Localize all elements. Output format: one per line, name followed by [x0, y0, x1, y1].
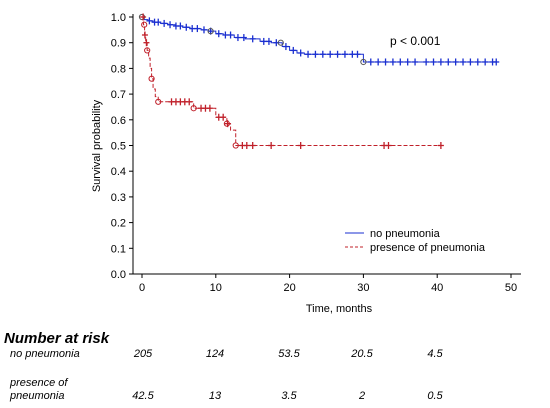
- chart-marks: [138, 13, 500, 149]
- y-axis-label: Survival probability: [91, 99, 103, 192]
- risk-cell: 13: [208, 390, 222, 402]
- event-marker: [223, 120, 230, 127]
- risk-row-label-line: pneumonia: [10, 390, 65, 402]
- chart-curves: [142, 16, 497, 146]
- risk-cell: 42.5: [132, 390, 154, 402]
- event-marker: [155, 98, 162, 105]
- event-marker: [148, 75, 155, 82]
- y-tick-label: 0.8: [111, 63, 126, 75]
- y-tick-label: 0.6: [111, 115, 126, 127]
- risk-cell: 53.5: [278, 348, 300, 360]
- event-marker: [232, 142, 239, 149]
- event-marker: [190, 105, 197, 112]
- y-tick-label: 0.9: [111, 38, 126, 50]
- y-tick-label: 0.0: [111, 269, 126, 281]
- event-marker: [207, 28, 214, 35]
- y-tick-label: 0.5: [111, 141, 126, 153]
- y-tick-label: 0.1: [111, 243, 126, 255]
- risk-cell: 124: [205, 348, 225, 360]
- legend-label-no-pneumonia: no pneumonia: [370, 228, 441, 240]
- risk-cell: 205: [133, 348, 153, 360]
- risk-cell: 0.5: [427, 390, 443, 402]
- p-value-annotation: p < 0.001: [390, 34, 441, 48]
- y-tick-label: 0.4: [111, 166, 126, 178]
- risk-cell: 20.5: [351, 348, 373, 360]
- x-tick-label: 0: [139, 282, 145, 294]
- curve-no-pneumonia: [142, 16, 497, 63]
- risk-cell: 3.5: [281, 390, 297, 402]
- risk-row-label-line: presence of: [10, 377, 68, 389]
- chart-legend: no pneumonia presence of pneumonia: [345, 228, 486, 254]
- risk-cell: 4.5: [427, 348, 443, 360]
- event-marker: [144, 47, 151, 54]
- risk-table-title: Number at risk: [4, 330, 110, 347]
- chart-axes: 0.0 0.1 0.2 0.3 0.4 0.5 0.6 0.7 0.8 0.9 1.0 0 10 20 30…: [111, 12, 521, 294]
- legend-label-pneumonia: presence of pneumonia: [370, 242, 486, 254]
- x-tick-label: 50: [505, 282, 517, 294]
- event-marker: [141, 21, 148, 28]
- x-tick-label: 10: [210, 282, 222, 294]
- risk-row-label-no-pneumonia: no pneumonia: [10, 348, 80, 360]
- x-tick-label: 40: [431, 282, 443, 294]
- event-marker: [360, 58, 367, 66]
- risk-row-label-pneumonia: presence of pneumonia: [10, 377, 67, 403]
- x-tick-label: 20: [283, 282, 295, 294]
- x-axis-label: Time, months: [306, 303, 373, 315]
- event-marker: [277, 39, 284, 46]
- y-tick-label: 1.0: [111, 12, 126, 24]
- y-tick-label: 0.2: [111, 218, 126, 230]
- y-tick-label: 0.3: [111, 192, 126, 204]
- risk-cell: 2: [358, 390, 366, 402]
- x-tick-label: 30: [357, 282, 369, 294]
- y-tick-label: 0.7: [111, 89, 126, 101]
